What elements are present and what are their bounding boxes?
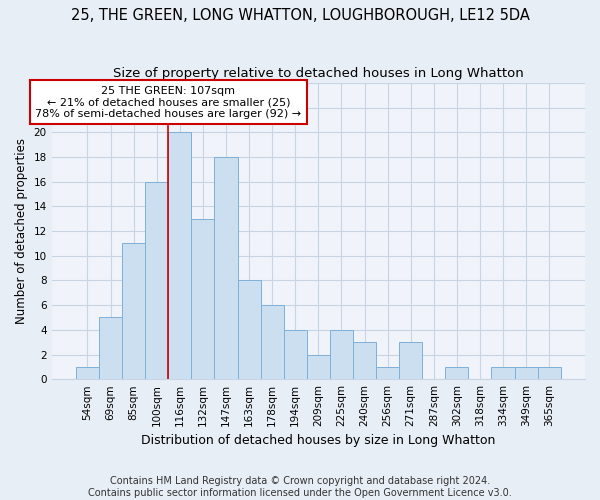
Bar [376,367,399,379]
Bar [399,342,422,379]
Y-axis label: Number of detached properties: Number of detached properties [15,138,28,324]
Title: Size of property relative to detached houses in Long Whatton: Size of property relative to detached ho… [113,68,524,80]
X-axis label: Distribution of detached houses by size in Long Whatton: Distribution of detached houses by size … [141,434,496,448]
Bar [491,367,515,379]
Bar [168,132,191,379]
Bar [538,367,561,379]
Text: 25, THE GREEN, LONG WHATTON, LOUGHBOROUGH, LE12 5DA: 25, THE GREEN, LONG WHATTON, LOUGHBOROUG… [71,8,529,22]
Bar [515,367,538,379]
Bar [214,157,238,379]
Bar [445,367,469,379]
Bar [260,305,284,379]
Bar [191,219,214,379]
Bar [307,354,330,379]
Bar [330,330,353,379]
Bar [238,280,260,379]
Bar [99,318,122,379]
Text: Contains HM Land Registry data © Crown copyright and database right 2024.
Contai: Contains HM Land Registry data © Crown c… [88,476,512,498]
Bar [353,342,376,379]
Text: 25 THE GREEN: 107sqm
← 21% of detached houses are smaller (25)
78% of semi-detac: 25 THE GREEN: 107sqm ← 21% of detached h… [35,86,301,118]
Bar [76,367,99,379]
Bar [145,182,168,379]
Bar [284,330,307,379]
Bar [122,244,145,379]
